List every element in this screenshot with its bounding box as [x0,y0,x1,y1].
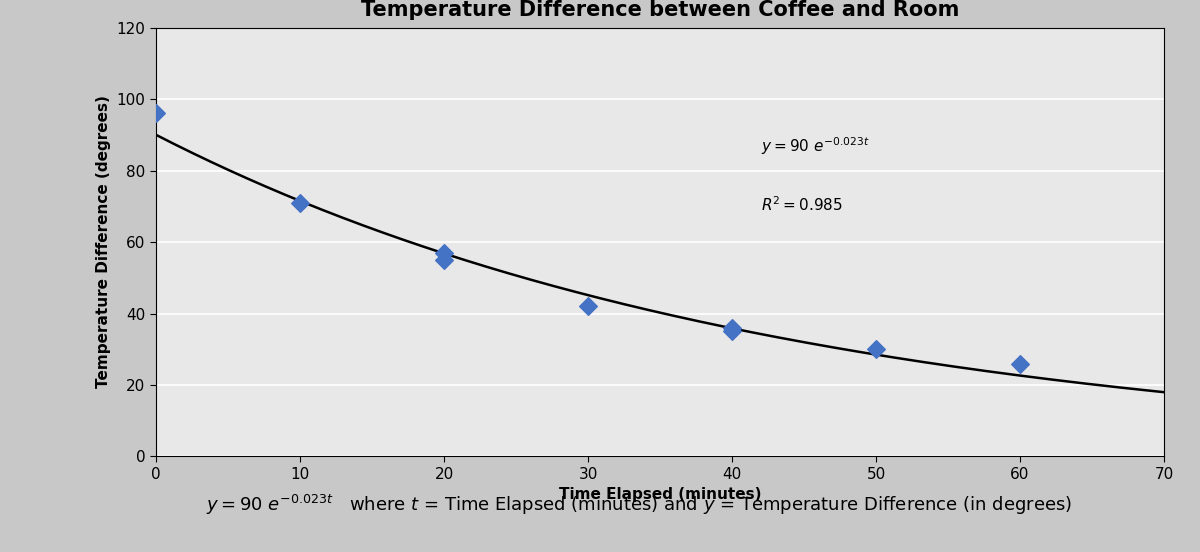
Text: $y = 90\ e^{-0.023t}$   where $t$ = Time Elapsed (minutes) and $y$ = Temperature: $y = 90\ e^{-0.023t}$ where $t$ = Time E… [206,493,1073,517]
Point [434,248,454,257]
Point [290,198,310,207]
Point [722,323,742,332]
Point [722,327,742,336]
Point [866,345,886,354]
Point [146,109,166,118]
Text: $R^2 = 0.985$: $R^2 = 0.985$ [761,195,842,214]
Point [578,302,598,311]
X-axis label: Time Elapsed (minutes): Time Elapsed (minutes) [559,487,761,502]
Text: $y = 90\ e^{-0.023t}$: $y = 90\ e^{-0.023t}$ [761,135,869,157]
Title: Temperature Difference between Coffee and Room: Temperature Difference between Coffee an… [361,1,959,20]
Y-axis label: Temperature Difference (degrees): Temperature Difference (degrees) [96,95,112,389]
Point [1010,359,1030,368]
Point [434,256,454,264]
